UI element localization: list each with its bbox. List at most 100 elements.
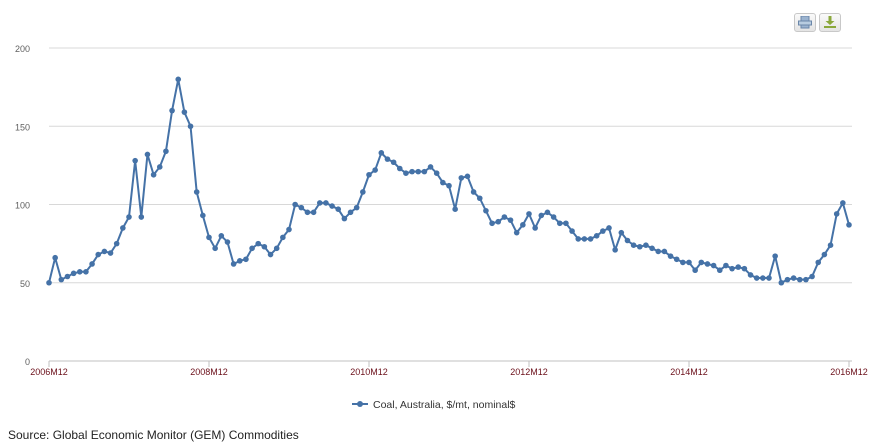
data-point — [840, 200, 846, 206]
data-point — [236, 258, 243, 264]
data-point — [600, 228, 606, 234]
data-point — [655, 248, 662, 255]
data-point — [803, 276, 809, 283]
data-point — [212, 245, 218, 252]
data-point — [347, 209, 354, 216]
data-point — [440, 179, 446, 186]
data-point — [526, 211, 532, 217]
data-point — [827, 242, 834, 248]
line-chart: 0 50 100 150 200 2006M12 2008M12 2010M12 2012M12… — [15, 44, 868, 411]
data-point — [58, 276, 65, 283]
data-point — [846, 222, 852, 228]
data-point — [372, 167, 378, 173]
data-point — [483, 207, 489, 214]
legend-label[interactable]: Coal, Australia, $/mt, nominal$ — [373, 399, 516, 411]
data-point — [464, 173, 471, 180]
data-point — [513, 229, 520, 236]
y-tick-label: 200 — [15, 44, 30, 54]
data-point — [341, 215, 348, 222]
data-point — [421, 168, 428, 175]
data-point — [821, 251, 828, 258]
data-point — [200, 212, 206, 219]
data-point — [396, 165, 403, 172]
data-point — [809, 273, 815, 280]
data-point — [95, 251, 102, 258]
data-point — [618, 229, 625, 236]
data-point — [624, 237, 631, 244]
data-point — [150, 171, 157, 178]
data-point — [643, 242, 649, 248]
data-point — [243, 256, 249, 263]
data-point — [796, 276, 803, 283]
x-tick-label: 2010M12 — [350, 367, 388, 377]
data-point — [507, 217, 514, 223]
data-point — [433, 170, 440, 176]
data-point — [470, 189, 477, 195]
data-point — [175, 76, 182, 83]
data-point — [716, 267, 723, 274]
data-point — [360, 189, 366, 195]
data-point — [292, 201, 298, 208]
data-point — [686, 259, 692, 266]
data-point — [323, 200, 329, 206]
data-point — [316, 200, 323, 206]
source-note: Source: Global Economic Monitor (GEM) Co… — [8, 428, 299, 442]
data-point — [249, 245, 255, 252]
data-point — [760, 275, 766, 281]
data-point — [741, 265, 748, 272]
data-point — [544, 209, 551, 216]
data-point — [723, 262, 729, 269]
data-point — [224, 239, 231, 245]
data-point — [76, 268, 83, 275]
print-button[interactable] — [794, 13, 816, 32]
data-point — [476, 195, 483, 202]
data-point — [378, 150, 385, 156]
data-point — [593, 233, 600, 239]
data-point — [113, 240, 120, 247]
data-point — [772, 253, 778, 259]
data-point — [415, 168, 422, 175]
data-point — [556, 220, 563, 227]
data-point — [692, 267, 698, 274]
data-point — [218, 233, 225, 239]
data-point — [390, 159, 397, 166]
data-point — [673, 256, 680, 263]
data-point — [46, 279, 52, 286]
data-point — [138, 214, 145, 220]
data-point — [403, 170, 409, 176]
data-point — [304, 209, 311, 216]
data-point — [267, 251, 274, 258]
data-point — [329, 203, 335, 209]
data-point — [784, 276, 791, 283]
data-point — [187, 123, 194, 130]
data-point — [193, 189, 200, 195]
data-point — [427, 164, 434, 170]
data-point — [532, 225, 538, 231]
x-tick-label: 2006M12 — [30, 367, 68, 377]
x-tick-label: 2016M12 — [830, 367, 868, 377]
data-point — [698, 259, 705, 266]
data-point — [569, 228, 575, 234]
download-icon — [824, 16, 836, 28]
y-tick-label: 0 — [25, 357, 30, 367]
data-point — [630, 242, 637, 248]
data-point — [729, 265, 735, 272]
data-point — [747, 272, 754, 278]
data-point — [563, 220, 569, 227]
data-point — [495, 218, 502, 225]
data-point — [667, 253, 674, 259]
x-tick-label: 2008M12 — [190, 367, 228, 377]
data-point — [120, 225, 126, 231]
data-point — [310, 209, 317, 216]
download-button[interactable] — [819, 13, 841, 32]
legend-marker — [357, 401, 363, 407]
data-point — [206, 234, 212, 241]
data-point — [230, 261, 237, 267]
data-point — [70, 270, 77, 277]
data-point — [778, 279, 785, 286]
data-point — [452, 206, 458, 212]
data-point — [353, 204, 360, 211]
data-point — [144, 151, 151, 158]
data-point — [649, 245, 655, 252]
data-point — [286, 226, 292, 233]
